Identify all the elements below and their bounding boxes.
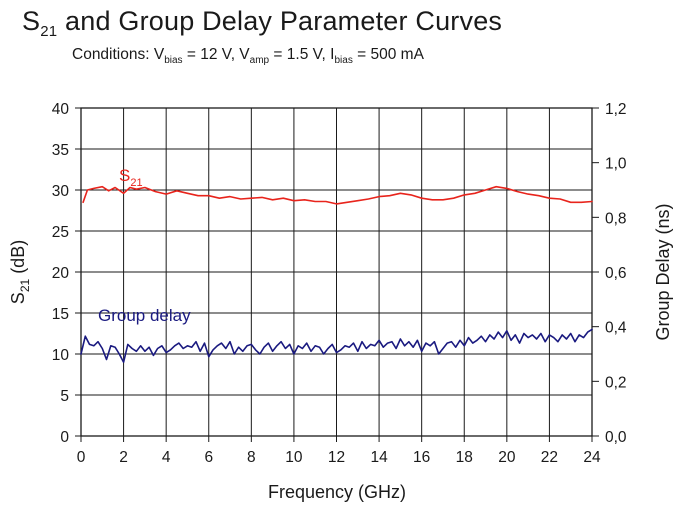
y-axis-left-label: S21 (dB) [8,240,32,304]
group-delay-series-label: Group delay [98,306,191,325]
y-right-tick-label: 1,0 [605,156,627,173]
x-tick-label: 0 [77,449,86,466]
subtitle-prefix: Conditions: V [72,46,165,63]
x-tick-label: 10 [285,449,303,466]
subtitle-ibias-val: = 500 mA [352,46,424,63]
x-axis-label: Frequency (GHz) [268,482,406,502]
title-suffix: and Group Delay Parameter Curves [57,6,503,36]
x-tick-label: 6 [204,449,213,466]
title-prefix: S [22,6,41,36]
y-left-tick-label: 15 [52,306,69,323]
y-right-tick-label: 0,4 [605,320,627,337]
y-left-tick-label: 25 [52,224,69,241]
y-left-label-prefix: S [8,292,28,304]
plot-frame [80,107,593,437]
subtitle-vamp-val: = 1.5 V, I [269,46,335,63]
y-right-tick-label: 0,0 [605,429,627,446]
y-left-tick-label: 30 [52,183,70,200]
subtitle-vbias-sub: bias [164,55,183,66]
x-tick-label: 8 [247,449,256,466]
s21-label-sub: 21 [130,177,142,189]
x-tick-label: 20 [498,449,516,466]
s21-series-label: S21 [119,166,143,189]
x-tick-label: 24 [583,449,601,466]
s21-label-prefix: S [119,166,130,185]
tick-labels: 0 2 4 6 8 10 12 14 16 18 20 22 2405101520253035400,0… [52,101,627,466]
x-tick-label: 4 [162,449,171,466]
group-delay-line [80,328,593,364]
x-tick-label: 12 [328,449,345,466]
x-tick-label: 18 [456,449,473,466]
series [80,185,593,364]
y-left-tick-label: 20 [52,265,70,282]
x-tick-label: 14 [370,449,388,466]
grid [75,107,599,442]
y-right-tick-label: 1,2 [605,101,627,118]
y-left-tick-label: 5 [60,388,69,405]
y-right-tick-label: 0,8 [605,210,627,227]
chart-subtitle: Conditions: Vbias = 12 V, Vamp = 1.5 V, … [72,46,424,66]
chart-title: S21 and Group Delay Parameter Curves [22,6,502,40]
y-left-label-suffix: (dB) [8,240,28,279]
y-left-tick-label: 10 [52,347,70,364]
y-left-label-sub: 21 [18,279,32,293]
y-left-tick-label: 35 [52,142,69,159]
y-left-tick-label: 0 [60,429,69,446]
title-subscript: 21 [40,23,58,40]
y-right-tick-label: 0,2 [605,374,627,391]
x-tick-label: 16 [413,449,430,466]
subtitle-vbias-val: = 12 V, V [182,46,250,63]
s21-line [82,185,593,205]
y-left-tick-label: 40 [52,101,70,118]
subtitle-vamp-sub: amp [249,55,270,66]
y-right-tick-label: 0,6 [605,265,627,282]
subtitle-ibias-sub: bias [334,55,353,66]
x-tick-label: 22 [541,449,558,466]
x-tick-label: 2 [119,449,128,466]
y-axis-right-label: Group Delay (ns) [653,203,673,340]
